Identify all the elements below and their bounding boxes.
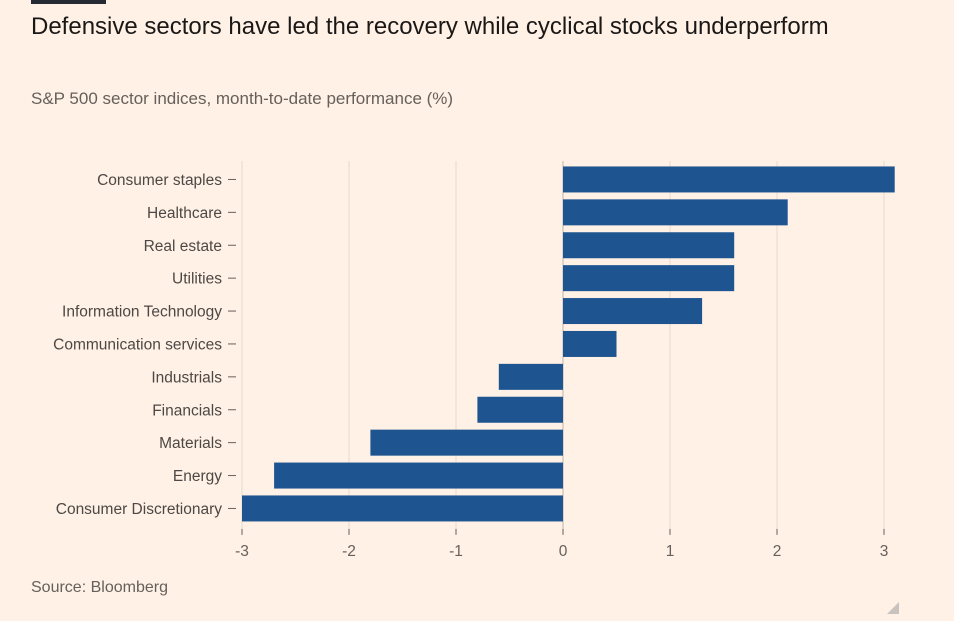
bar bbox=[370, 429, 563, 456]
bar bbox=[563, 199, 788, 226]
bar bbox=[563, 232, 735, 259]
x-tick-label: 1 bbox=[666, 543, 675, 560]
category-label: Real estate bbox=[144, 238, 222, 255]
bar bbox=[563, 298, 703, 325]
category-label: Energy bbox=[173, 468, 222, 485]
category-label: Information Technology bbox=[62, 304, 222, 321]
bar bbox=[242, 495, 563, 522]
x-tick-label: -1 bbox=[449, 543, 463, 560]
category-label: Utilities bbox=[172, 271, 222, 288]
category-label: Healthcare bbox=[147, 205, 222, 222]
x-tick-label: -2 bbox=[342, 543, 356, 560]
x-tick-label: 2 bbox=[773, 543, 782, 560]
x-tick-labels: -3 -2 -1 0 1 2 3 bbox=[235, 528, 889, 560]
x-tick-label: -3 bbox=[235, 543, 249, 560]
bar bbox=[563, 330, 617, 357]
bar bbox=[274, 462, 563, 489]
bar bbox=[477, 396, 563, 423]
category-label: Consumer Discretionary bbox=[56, 501, 222, 518]
resize-corner-icon bbox=[887, 602, 899, 614]
bar bbox=[563, 265, 735, 292]
chart-subtitle: S&P 500 sector indices, month-to-date pe… bbox=[31, 89, 454, 108]
bars bbox=[242, 166, 895, 522]
bar bbox=[498, 363, 563, 390]
category-labels: Consumer staples Healthcare Real estate Uti… bbox=[53, 172, 236, 518]
chart-title: Defensive sectors have led the recovery … bbox=[31, 13, 829, 40]
category-label: Materials bbox=[159, 435, 222, 452]
category-label: Consumer staples bbox=[97, 172, 222, 189]
source-note: Source: Bloomberg bbox=[31, 579, 168, 596]
bar bbox=[563, 166, 895, 193]
category-label: Industrials bbox=[151, 369, 222, 386]
x-tick-label: 0 bbox=[559, 543, 568, 560]
x-tick-label: 3 bbox=[880, 543, 889, 560]
category-label: Communication services bbox=[53, 336, 222, 353]
category-label: Financials bbox=[152, 402, 222, 419]
header-rule bbox=[31, 0, 106, 4]
